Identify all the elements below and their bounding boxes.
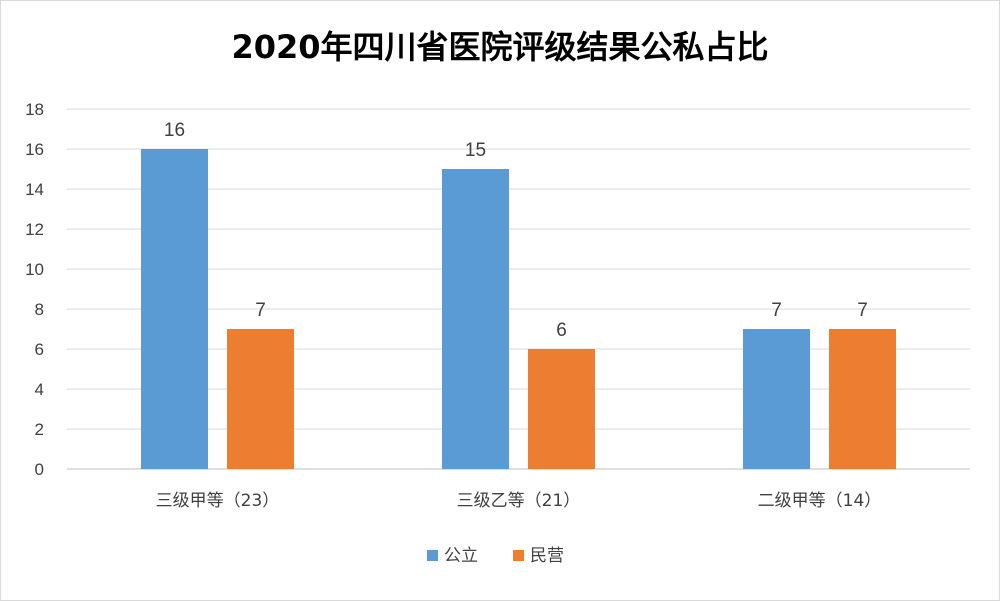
data-label: 7 [771, 300, 782, 321]
y-tick-label: 14 [25, 180, 44, 199]
x-axis: 三级甲等（23） 三级乙等（21） 二级甲等（14） [156, 491, 882, 511]
legend-swatch [427, 550, 438, 561]
bar-public [743, 329, 810, 469]
y-tick-label: 6 [35, 340, 44, 359]
data-labels: 16 7 15 6 7 7 [164, 120, 868, 341]
y-axis: 0 2 4 6 8 10 12 14 16 18 [25, 100, 44, 479]
data-label: 16 [164, 120, 185, 141]
x-category-label: 三级乙等（21） [457, 491, 581, 511]
y-tick-label: 10 [25, 260, 44, 279]
legend: 公立 民营 [427, 546, 564, 566]
y-tick-label: 12 [25, 220, 44, 239]
bar-private [829, 329, 896, 469]
bar-private [227, 329, 294, 469]
data-label: 7 [857, 300, 868, 321]
y-tick-label: 0 [35, 460, 44, 479]
legend-swatch [513, 550, 524, 561]
y-tick-label: 4 [35, 380, 44, 399]
bar-public [442, 169, 509, 469]
y-tick-label: 8 [35, 300, 44, 319]
y-tick-label: 16 [25, 140, 44, 159]
data-label: 6 [556, 320, 567, 341]
y-tick-label: 2 [35, 420, 44, 439]
data-label: 15 [465, 140, 486, 161]
bar-private [528, 349, 595, 469]
bar-public [141, 149, 208, 469]
legend-label: 民营 [530, 546, 564, 566]
y-tick-label: 18 [25, 100, 44, 119]
x-category-label: 三级甲等（23） [156, 491, 280, 511]
chart-title: 2020年四川省医院评级结果公私占比 [231, 28, 768, 66]
legend-label: 公立 [444, 546, 478, 566]
gridlines [67, 108, 970, 470]
bars [141, 149, 896, 469]
data-label: 7 [255, 300, 266, 321]
x-category-label: 二级甲等（14） [758, 491, 882, 511]
